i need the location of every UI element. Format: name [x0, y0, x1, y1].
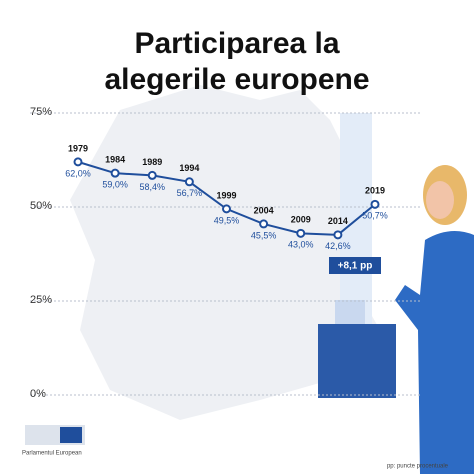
- point: [333, 230, 343, 240]
- value-label: 50,7%: [362, 211, 388, 221]
- face: [426, 181, 454, 219]
- point: [110, 168, 120, 178]
- point: [147, 170, 157, 180]
- y-tick-label: 25%: [30, 294, 52, 306]
- year-label: 2009: [291, 215, 311, 225]
- annotation: +8,1 pp: [338, 261, 373, 272]
- value-label: 59,0%: [102, 180, 128, 190]
- point: [73, 157, 83, 167]
- value-label: 42,6%: [325, 241, 351, 251]
- source: Parlamentul European: [22, 451, 82, 457]
- point: [370, 199, 380, 209]
- year-label: 2004: [254, 205, 274, 215]
- person: [395, 231, 474, 474]
- value-label: 43,0%: [288, 240, 314, 250]
- point: [259, 219, 269, 229]
- footnote: pp: puncte procentuale: [387, 464, 449, 470]
- point: [296, 228, 306, 238]
- point: [222, 204, 231, 214]
- chart-title: Participarea la alegerile europene: [104, 27, 370, 96]
- year-label: 1984: [105, 155, 125, 165]
- year-label: 2014: [328, 216, 348, 226]
- value-label: 45,5%: [251, 230, 277, 240]
- value-label: 58,4%: [139, 182, 165, 192]
- y-tick-label: 75%: [30, 106, 52, 118]
- map-background: [70, 85, 380, 420]
- ballot-box: [318, 324, 396, 398]
- year-label: 1979: [68, 143, 88, 153]
- annotation-box: [329, 257, 381, 274]
- value-label: 62,0%: [65, 168, 91, 178]
- eu-flag: [60, 427, 82, 443]
- value-label: 49,5%: [214, 215, 240, 225]
- year-label: 1989: [142, 157, 162, 167]
- y-tick-label: 0%: [30, 388, 46, 400]
- year-label: 1994: [179, 163, 199, 173]
- point: [184, 177, 194, 187]
- year-label: 2019: [365, 186, 385, 196]
- value-label: 56,7%: [177, 188, 203, 198]
- year-label: 1999: [216, 190, 236, 200]
- y-tick-label: 50%: [30, 200, 52, 212]
